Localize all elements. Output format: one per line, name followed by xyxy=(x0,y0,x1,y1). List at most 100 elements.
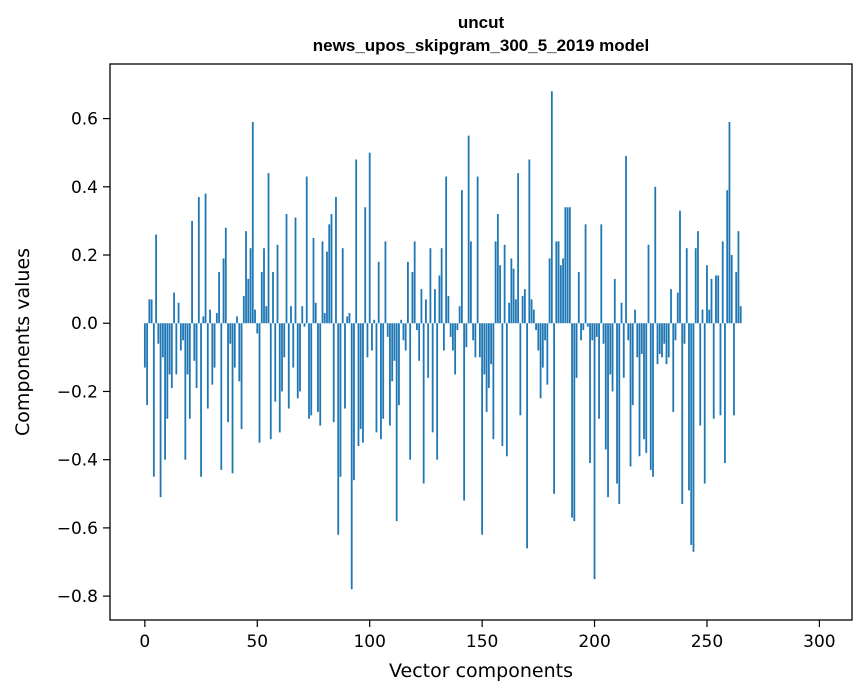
chart-title: uncut xyxy=(458,13,505,32)
bar-54 xyxy=(265,306,268,324)
x-tick-label: 0 xyxy=(139,632,150,652)
bar-154 xyxy=(490,323,493,365)
bar-262 xyxy=(733,323,735,416)
bar-191 xyxy=(573,323,576,522)
bar-21 xyxy=(191,220,193,324)
bar-218 xyxy=(634,309,636,324)
bar-10 xyxy=(166,323,169,419)
y-axis: −0.8 −0.6 −0.4 −0.2 0.0 0.2 0.4 0.6 xyxy=(57,110,110,607)
bar-203 xyxy=(600,224,603,324)
bar-101 xyxy=(371,323,373,351)
bar-31 xyxy=(213,323,216,368)
chart-subtitle: news_upos_skipgram_300_5_2019 model xyxy=(313,36,649,55)
bar-233 xyxy=(667,323,670,358)
bar-4 xyxy=(152,323,155,477)
x-axis-label: Vector components xyxy=(389,660,573,682)
bar-88 xyxy=(341,248,344,324)
bar-242 xyxy=(688,323,690,491)
bar-33 xyxy=(218,272,220,324)
bar-248 xyxy=(701,309,704,324)
bar-79 xyxy=(321,241,324,324)
bar-230 xyxy=(661,323,663,358)
bar-26 xyxy=(202,316,205,324)
bar-179 xyxy=(546,323,549,385)
bar-140 xyxy=(458,306,461,324)
bar-145 xyxy=(469,241,472,324)
bar-32 xyxy=(215,313,218,324)
bar-128 xyxy=(431,323,434,433)
bar-94 xyxy=(355,159,358,324)
bar-181 xyxy=(550,91,553,324)
bar-78 xyxy=(319,323,322,426)
bar-38 xyxy=(229,323,232,344)
bar-177 xyxy=(541,323,544,368)
bar-264 xyxy=(737,231,740,324)
bar-85 xyxy=(335,197,337,324)
bar-18 xyxy=(184,323,187,460)
bar-24 xyxy=(197,197,200,324)
bar-27 xyxy=(204,193,207,324)
bar-74 xyxy=(310,323,313,416)
bar-29 xyxy=(209,309,211,324)
bar-162 xyxy=(508,302,511,324)
bar-103 xyxy=(375,323,378,433)
bar-16 xyxy=(179,323,182,351)
bar-143 xyxy=(465,323,468,348)
bar-238 xyxy=(679,210,681,324)
bar-157 xyxy=(496,214,499,324)
bar-243 xyxy=(690,323,693,545)
bar-93 xyxy=(353,323,355,481)
bar-212 xyxy=(620,302,623,324)
bar-224 xyxy=(647,244,650,324)
bar-174 xyxy=(535,323,537,331)
y-tick-label: −0.8 xyxy=(57,587,98,607)
y-tick-label: −0.2 xyxy=(57,382,98,402)
bar-182 xyxy=(553,323,555,494)
bar-149 xyxy=(478,323,481,358)
bar-109 xyxy=(389,323,391,426)
bar-158 xyxy=(499,265,502,324)
bar-125 xyxy=(425,299,427,324)
bar-138 xyxy=(454,323,457,375)
bar-136 xyxy=(449,323,452,337)
bar-120 xyxy=(413,241,416,324)
bar-204 xyxy=(602,323,605,344)
bar-245 xyxy=(694,248,697,324)
bar-40 xyxy=(233,323,236,368)
bar-249 xyxy=(703,323,706,484)
bar-164 xyxy=(512,268,515,324)
y-tick-label: 0.6 xyxy=(71,110,98,130)
bar-216 xyxy=(629,323,632,467)
bar-180 xyxy=(548,258,551,324)
bar-6 xyxy=(157,323,160,344)
bar-175 xyxy=(537,323,540,351)
bar-11 xyxy=(168,323,171,375)
x-tick-label: 100 xyxy=(353,632,385,652)
bar-113 xyxy=(398,323,400,406)
bar-236 xyxy=(674,323,677,341)
bar-186 xyxy=(562,258,564,324)
bar-163 xyxy=(510,258,513,324)
bar-80 xyxy=(323,313,326,324)
bar-261 xyxy=(730,255,733,324)
bar-215 xyxy=(627,323,630,341)
bar-97 xyxy=(362,323,364,443)
bar-99 xyxy=(366,323,369,358)
bar-81 xyxy=(326,251,328,324)
bar-73 xyxy=(308,323,310,419)
bar-146 xyxy=(472,323,475,341)
bar-15 xyxy=(177,302,180,324)
bar-168 xyxy=(521,295,524,324)
bar-176 xyxy=(539,323,542,399)
bar-213 xyxy=(622,323,625,378)
bar-76 xyxy=(314,302,317,324)
bar-123 xyxy=(420,289,423,324)
bar-195 xyxy=(582,323,585,331)
bar-102 xyxy=(373,319,376,324)
bar-234 xyxy=(670,289,672,324)
bar-45 xyxy=(245,231,247,324)
bar-171 xyxy=(528,159,531,324)
bar-153 xyxy=(487,323,490,389)
bar-209 xyxy=(613,278,616,324)
bar-9 xyxy=(164,323,166,460)
